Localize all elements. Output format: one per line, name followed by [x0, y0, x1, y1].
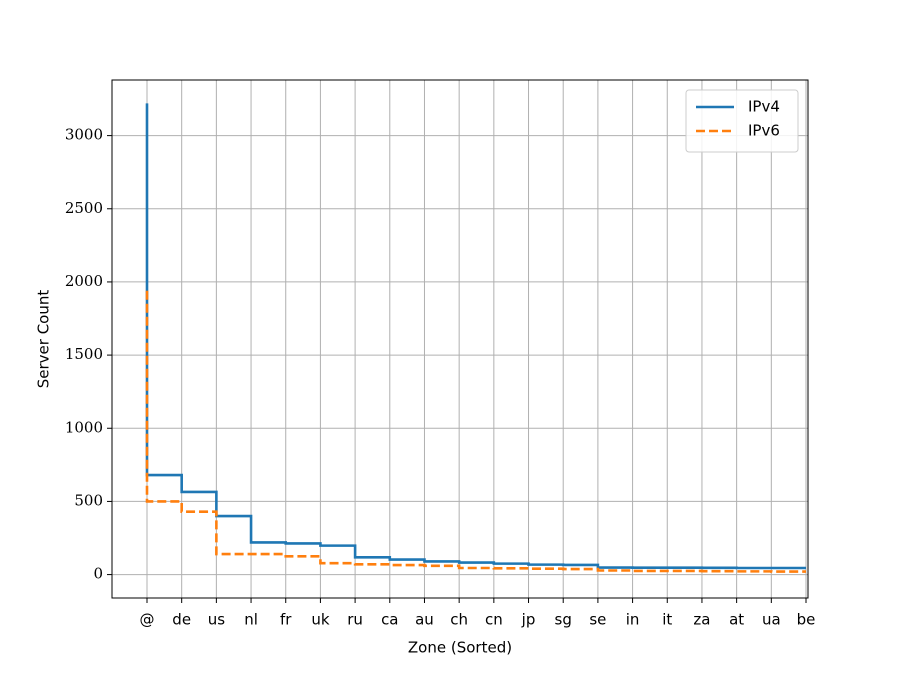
plot-frame — [111, 79, 809, 599]
x-tick-label: za — [693, 611, 710, 629]
x-tick-label: ch — [450, 611, 468, 629]
x-tick-label: sg — [555, 611, 572, 629]
y-tick-label: 1500 — [65, 345, 103, 363]
series-line — [145, 103, 806, 570]
y-tick-label: 0 — [93, 565, 103, 583]
legend: IPv4 IPv6 — [685, 89, 799, 153]
x-tick-label: jp — [521, 611, 536, 629]
x-tick-label: ca — [381, 611, 398, 629]
x-tick-label: us — [208, 611, 226, 629]
x-tick-label: uk — [311, 611, 330, 629]
x-tick-label: it — [662, 611, 672, 629]
x-tick-label: be — [797, 611, 816, 629]
x-tick-label: ru — [347, 611, 363, 629]
y-tick-label: 2500 — [65, 199, 103, 217]
legend-box — [685, 89, 799, 153]
x-tick-label: se — [589, 611, 606, 629]
legend-label: IPv4 — [748, 98, 780, 116]
x-tick-label: in — [626, 611, 640, 629]
y-tick-label: 500 — [74, 491, 103, 509]
series-line — [145, 290, 806, 573]
x-tick-label: au — [415, 611, 434, 629]
y-tick-label: 2000 — [65, 272, 103, 290]
x-tick-label: fr — [280, 611, 292, 629]
y-tick-label: 1000 — [65, 418, 103, 436]
x-tick-label: @ — [140, 611, 155, 629]
x-tick-label: at — [729, 611, 744, 629]
legend-label: IPv6 — [748, 122, 780, 140]
y-axis-label: Server Count — [35, 290, 53, 389]
x-tick-label: de — [172, 611, 191, 629]
x-tick-label: nl — [244, 611, 258, 629]
x-tick-label: cn — [485, 611, 503, 629]
x-tick-label: ua — [762, 611, 781, 629]
y-tick-label: 3000 — [65, 126, 103, 144]
x-axis-label: Zone (Sorted) — [408, 639, 512, 657]
